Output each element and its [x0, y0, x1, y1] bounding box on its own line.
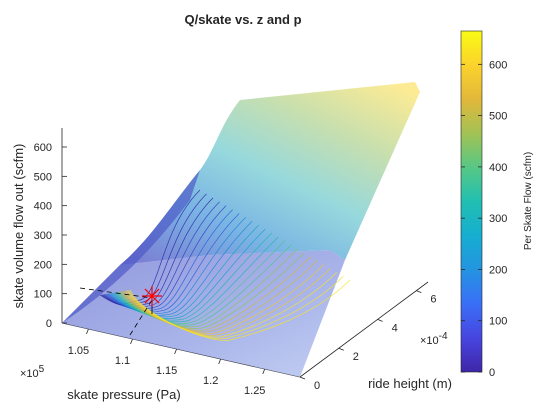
x-tick-label: 1.2 [203, 375, 218, 387]
colorbar-tick-label: 200 [489, 264, 507, 276]
colorbar-tick-label: 600 [489, 59, 507, 71]
x-tick-label: 1.1 [115, 355, 130, 367]
colorbar-tick-label: 0 [489, 367, 495, 379]
surface-floor [62, 250, 345, 377]
contour-line [127, 271, 338, 338]
contour-line [124, 264, 325, 335]
y-tick-mark [299, 376, 306, 380]
y-axis-multiplier: ×10-4 [420, 331, 448, 347]
contour-lines [99, 189, 351, 341]
y-tick-label: 2 [353, 351, 359, 363]
chart-title: Q/skate vs. z and p [184, 12, 301, 27]
x-axis-label: skate pressure (Pa) [67, 387, 180, 402]
z-tick-label: 200 [34, 259, 52, 271]
y-tick-mark [338, 347, 344, 351]
x-tick-label: 1.15 [156, 365, 177, 377]
x-tick-mark [218, 358, 222, 365]
x-tick-mark [262, 368, 266, 375]
colorbar-bar [460, 30, 483, 373]
x-tick-mark [130, 338, 133, 345]
y-tick-label: 0 [314, 380, 320, 392]
colorbar-tick-label: 400 [489, 162, 507, 174]
x-tick-mark [174, 348, 177, 355]
x-axis-multiplier: ×105 [20, 364, 45, 380]
y-axis-label: ride height (m) [368, 376, 452, 391]
x-axis-ticks: 1.05 1.1 1.15 1.2 1.25 [68, 328, 266, 397]
z-tick-label: 0 [46, 318, 52, 330]
y-tick-mark [416, 290, 422, 294]
z-tick-label: 100 [34, 289, 52, 301]
x-tick-mark [86, 328, 89, 335]
y-tick-label: 4 [392, 322, 398, 334]
z-tick-label: 300 [34, 230, 52, 242]
z-tick-label: 400 [34, 201, 52, 213]
colorbar-tick-label: 100 [489, 316, 507, 328]
colorbar-tick-label: 500 [489, 111, 507, 123]
colorbar-ticks: 0 100 200 300 400 500 600 [461, 59, 507, 379]
contour-line [129, 279, 351, 341]
contour-line [121, 256, 312, 331]
operating-point-asterisk-stroke [144, 288, 160, 304]
guide-line-pressure [79, 287, 153, 299]
x-tick-label: 1.25 [244, 385, 265, 397]
z-axis-label: skate volume flow out (scfm) [11, 144, 26, 309]
colorbar: 0 100 200 300 400 500 600 Per Skate Flow (scfm… [460, 30, 534, 379]
z-axis-ticks: 0 100 200 300 400 500 600 [34, 142, 67, 330]
y-axis-ticks: 0 2 4 6 [299, 290, 436, 392]
colorbar-tick-label: 300 [489, 213, 507, 225]
contour-line [128, 275, 344, 340]
y-tick-mark [377, 319, 383, 322]
y-tick-label: 6 [430, 294, 436, 306]
guide-line-height [129, 299, 153, 336]
x-tick-label: 1.05 [68, 345, 89, 357]
contour-line [123, 260, 318, 333]
z-tick-label: 500 [34, 171, 52, 183]
z-tick-label: 600 [34, 142, 52, 154]
surface-sheet [120, 82, 420, 265]
surface-plot [62, 82, 420, 377]
contour-line [125, 268, 331, 336]
operating-point-marker [79, 286, 162, 336]
colorbar-label: Per Skate Flow (scfm) [523, 152, 534, 250]
y-axis-line [299, 281, 429, 378]
